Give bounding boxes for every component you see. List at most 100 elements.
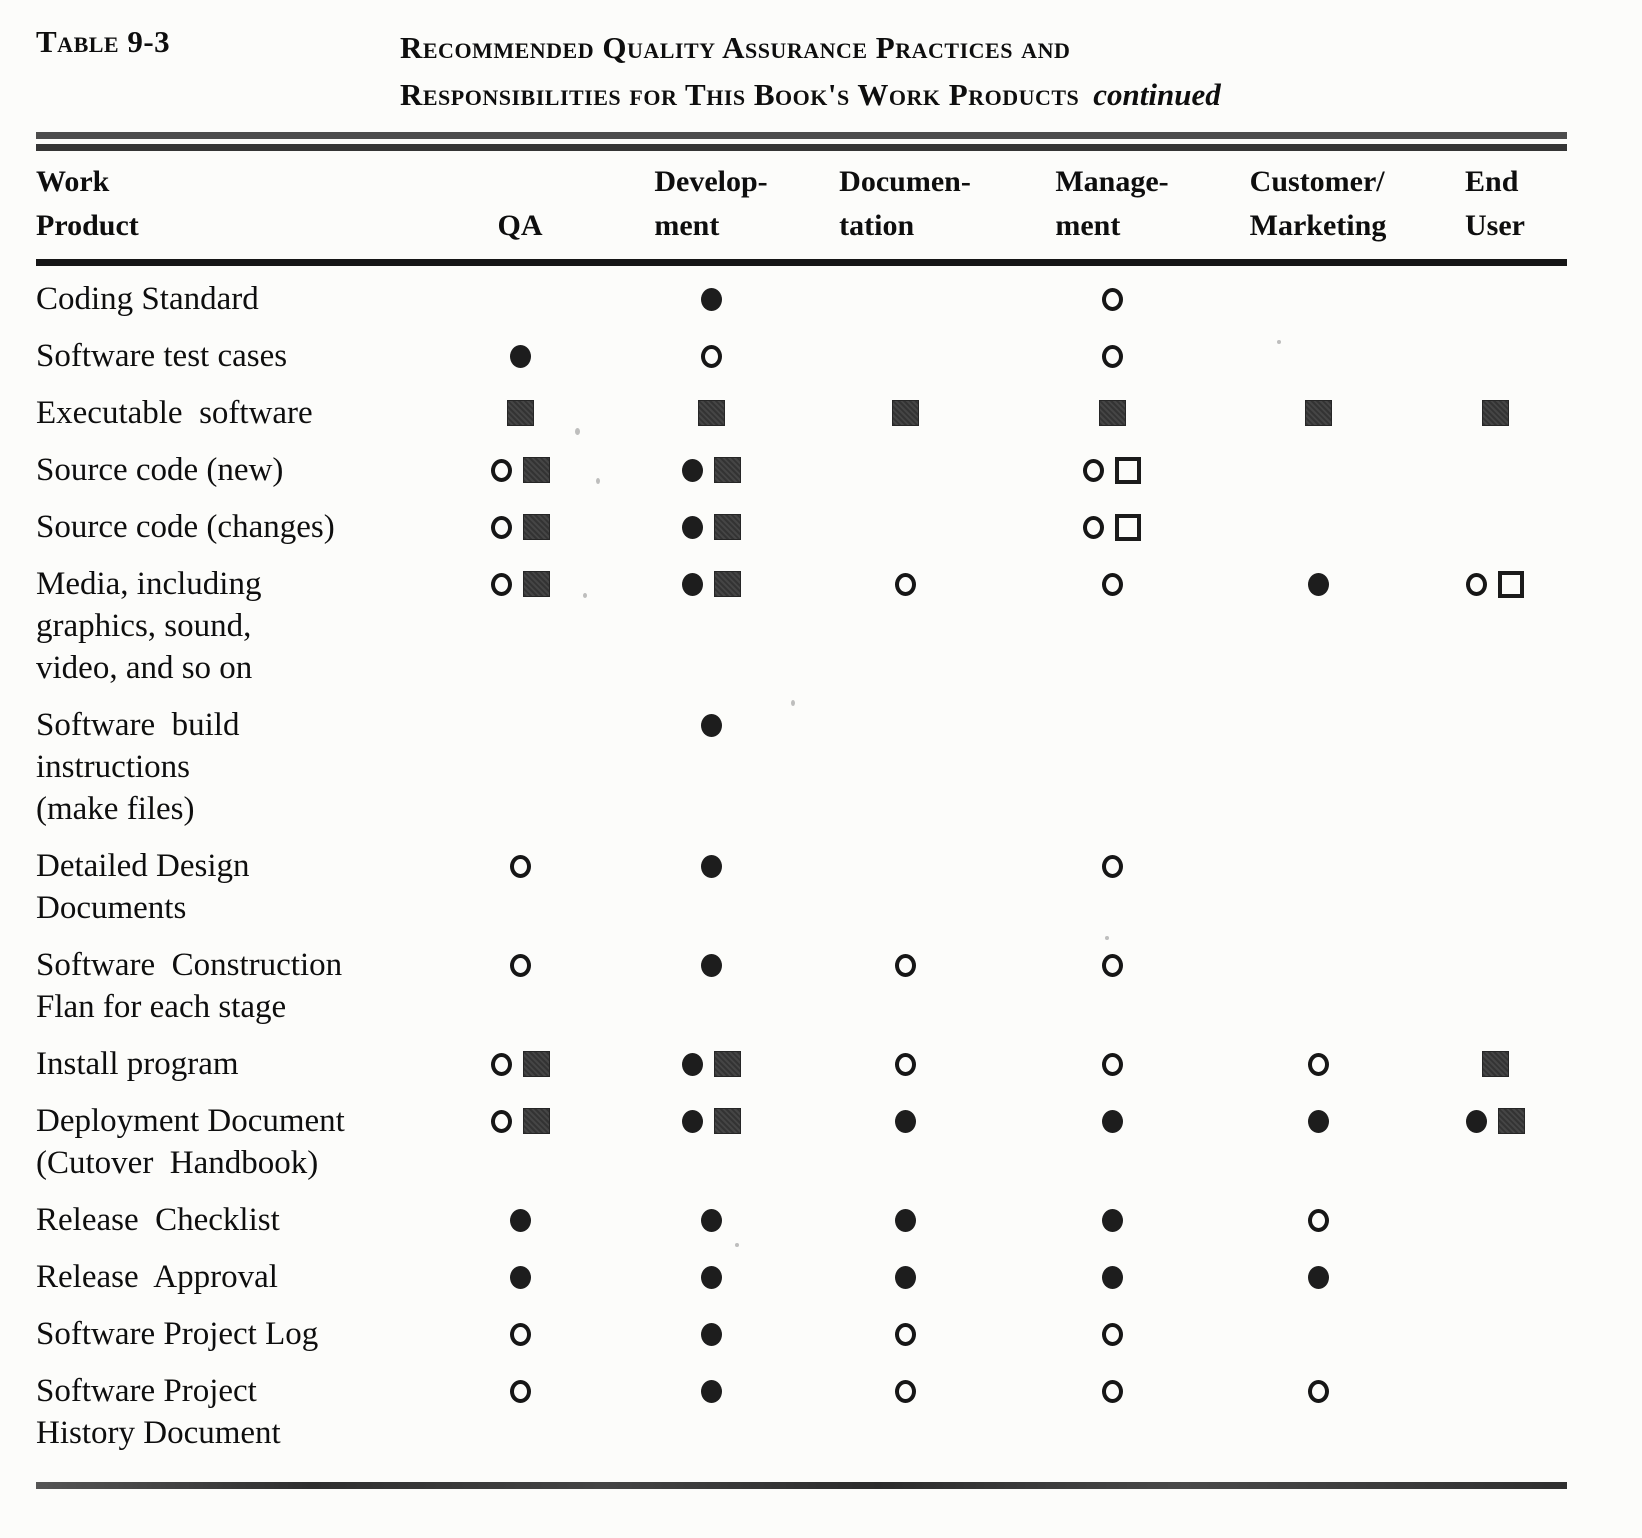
work-product-label: Media, including graphics, sound, video, a…	[36, 566, 262, 686]
work-product-label: Coding Standard	[36, 281, 259, 317]
filled-square-icon	[522, 1051, 550, 1077]
open-circle-icon	[1307, 1208, 1329, 1232]
cell-development	[600, 278, 822, 320]
cell-development	[600, 1199, 822, 1241]
cell-qa	[440, 392, 600, 434]
cell-management	[988, 704, 1236, 746]
open-square-icon	[1115, 513, 1141, 541]
cell-customer-marketing	[1236, 1199, 1400, 1241]
cell-development	[600, 335, 822, 377]
column-header-documentation: Documen-tation	[822, 160, 988, 248]
cell-qa	[440, 944, 600, 986]
cell-qa	[440, 1313, 600, 1355]
filled-circle-icon	[700, 713, 722, 737]
table-row: Software Project Log	[36, 1313, 1642, 1355]
filled-circle-icon	[681, 515, 703, 539]
cell-qa	[440, 449, 600, 491]
open-circle-icon	[1307, 1379, 1329, 1403]
cell-documentation	[822, 1256, 988, 1298]
cell-end-user	[1400, 1043, 1590, 1085]
open-circle-icon	[490, 458, 512, 482]
table-row: Media, including graphics, sound, video, a…	[36, 563, 1642, 689]
cell-documentation	[822, 335, 988, 377]
column-header-text: Work Product	[36, 165, 139, 242]
scan-speck	[1277, 340, 1281, 344]
cell-management	[988, 506, 1236, 548]
cell-management	[988, 1100, 1236, 1142]
filled-square-icon	[713, 1051, 741, 1077]
filled-circle-icon	[1307, 1109, 1329, 1133]
open-circle-icon	[1083, 458, 1104, 482]
bottom-rule	[36, 1482, 1567, 1489]
cell-customer-marketing	[1236, 335, 1400, 377]
cell-documentation	[822, 392, 988, 434]
scan-speck	[791, 700, 795, 706]
cell-qa	[440, 1256, 600, 1298]
cell-end-user	[1400, 335, 1590, 377]
table-row: Detailed Design Documents	[36, 845, 1642, 929]
open-circle-icon	[894, 1322, 916, 1346]
cell-qa	[440, 845, 600, 887]
cell-documentation	[822, 1199, 988, 1241]
cell-customer-marketing	[1236, 1100, 1400, 1142]
filled-square-icon	[713, 571, 741, 597]
cell-development	[600, 506, 822, 548]
work-product-label: Release Approval	[36, 1259, 278, 1295]
table-title-line2-text: Responsibilities for This Book's Work Pr…	[400, 77, 1080, 112]
work-product-label: Source code (changes)	[36, 509, 335, 545]
table-row: Install program	[36, 1043, 1642, 1085]
filled-circle-icon	[681, 458, 703, 482]
table-row: Software Project History Document	[36, 1370, 1642, 1454]
cell-customer-marketing	[1236, 944, 1400, 986]
column-header-text: Customer/Marketing	[1249, 165, 1387, 242]
filled-circle-icon	[1101, 1109, 1123, 1133]
open-circle-icon	[490, 1109, 512, 1133]
top-double-rule	[36, 132, 1567, 151]
cell-customer-marketing	[1236, 704, 1400, 746]
filled-square-icon	[713, 457, 741, 483]
table-row: Release Approval	[36, 1256, 1642, 1298]
table-body: Coding Standard Software test cases Execut…	[36, 266, 1642, 1454]
filled-circle-icon	[1465, 1109, 1487, 1133]
scan-speck	[596, 478, 600, 484]
open-square-icon	[1498, 570, 1524, 598]
table-row: Software build instructions (make files)	[36, 704, 1642, 830]
filled-circle-icon	[1307, 572, 1329, 596]
filled-square-icon	[506, 400, 534, 426]
filled-circle-icon	[681, 1109, 703, 1133]
cell-documentation	[822, 1100, 988, 1142]
open-circle-icon	[1101, 1322, 1123, 1346]
open-circle-icon	[1101, 572, 1123, 596]
open-circle-icon	[509, 1322, 531, 1346]
scanned-book-page: Table 9-3 Recommended Quality Assurance …	[36, 24, 1642, 1489]
filled-square-icon	[1304, 400, 1332, 426]
open-circle-icon	[700, 344, 722, 368]
cell-customer-marketing	[1236, 392, 1400, 434]
table-row: Source code (new)	[36, 449, 1642, 491]
filled-circle-icon	[509, 344, 531, 368]
open-circle-icon	[509, 854, 531, 878]
filled-circle-icon	[700, 287, 722, 311]
filled-square-icon	[713, 1108, 741, 1134]
cell-management	[988, 944, 1236, 986]
open-circle-icon	[894, 1052, 916, 1076]
cell-management	[988, 1370, 1236, 1412]
cell-development	[600, 845, 822, 887]
filled-circle-icon	[509, 1265, 531, 1289]
filled-circle-icon	[681, 572, 703, 596]
work-product-label: Software Project History Document	[36, 1373, 281, 1451]
filled-square-icon	[697, 400, 725, 426]
cell-development	[600, 1370, 822, 1412]
scan-speck	[583, 593, 587, 598]
filled-circle-icon	[700, 1322, 722, 1346]
table-row: Source code (changes)	[36, 506, 1642, 548]
cell-end-user	[1400, 1199, 1590, 1241]
cell-customer-marketing	[1236, 1370, 1400, 1412]
column-header-end-user: End User	[1400, 160, 1590, 248]
cell-qa	[440, 1370, 600, 1412]
cell-development	[600, 1043, 822, 1085]
qa-practices-table: Work Product QA Develop-ment Documen-tation M…	[36, 160, 1642, 1489]
column-header-text: Documen-tation	[839, 165, 971, 242]
cell-qa	[440, 563, 600, 605]
table-title-line2: Responsibilities for This Book's Work Pr…	[400, 71, 1221, 118]
